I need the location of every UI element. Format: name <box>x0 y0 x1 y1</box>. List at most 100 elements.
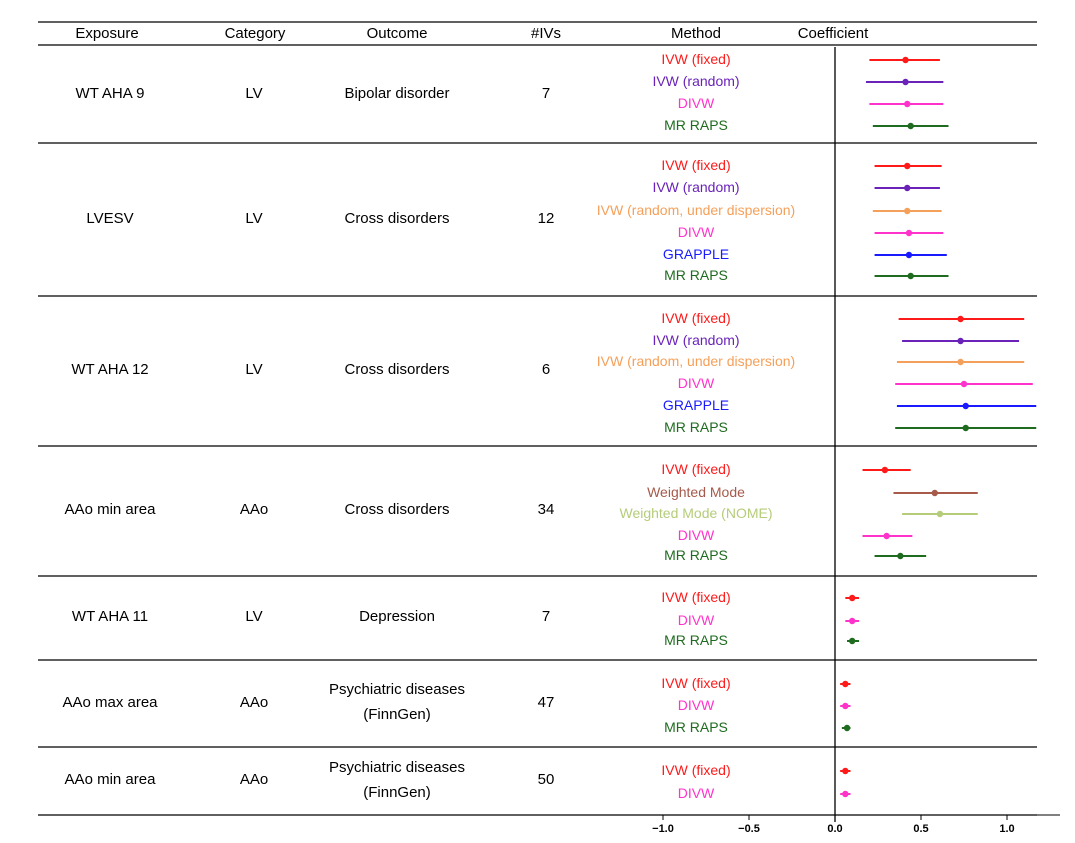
cell-outcome: Depression <box>359 608 435 625</box>
cell-ivs: 7 <box>541 608 551 625</box>
point-estimate <box>905 251 913 259</box>
point-estimate <box>883 532 890 540</box>
point-estimate <box>904 100 911 108</box>
cell-outcome: (FinnGen) <box>363 783 431 801</box>
cell-category: AAo <box>239 771 269 788</box>
cell-exposure: WT AHA 9 <box>75 84 145 102</box>
method-label: IVW (random) <box>652 179 740 195</box>
point-estimate <box>905 229 913 237</box>
method-label: IVW (random, under dispersion) <box>596 353 796 369</box>
method-label: DIVW <box>677 527 715 543</box>
cell-exposure: LVESV <box>86 209 134 227</box>
cell-outcome: (FinnGen) <box>363 706 431 723</box>
method-label: IVW (fixed) <box>661 762 731 778</box>
method-label: IVW (fixed) <box>661 589 731 605</box>
method-label: IVW (fixed) <box>661 157 731 173</box>
method-label: MR RAPS <box>664 719 728 735</box>
cell-ivs: 47 <box>537 693 555 711</box>
point-estimate <box>902 56 909 64</box>
point-estimate <box>849 617 856 625</box>
point-estimate <box>936 510 944 518</box>
point-estimate <box>957 315 964 323</box>
header-category: Category <box>224 25 286 42</box>
x-axis-tick-label: −1.0 <box>652 823 674 835</box>
header-method: Method <box>670 25 722 42</box>
point-estimate <box>962 424 969 432</box>
point-estimate <box>849 594 856 602</box>
header-ivs: #IVs <box>530 25 562 42</box>
point-estimate <box>842 680 849 688</box>
method-label: MR RAPS <box>664 547 728 563</box>
method-label: IVW (random) <box>652 73 740 89</box>
point-estimate <box>843 724 851 732</box>
x-axis-tick-label: 1.0 <box>999 823 1014 835</box>
point-estimate <box>957 337 964 345</box>
cell-category: AAo <box>239 501 269 518</box>
cell-outcome: Psychiatric diseases <box>329 758 465 776</box>
point-estimate <box>904 162 911 170</box>
cell-exposure: WT AHA 11 <box>71 608 149 625</box>
point-estimate <box>902 78 909 86</box>
point-estimate <box>962 402 969 410</box>
point-estimate <box>842 702 849 710</box>
cell-ivs: 6 <box>541 361 551 378</box>
method-label: MR RAPS <box>664 117 728 133</box>
point-estimate <box>907 272 914 280</box>
point-estimate <box>842 790 849 798</box>
point-estimate <box>897 552 904 560</box>
point-estimate <box>957 358 964 366</box>
method-label: Weighted Mode <box>647 484 745 500</box>
cell-outcome: Cross disorders <box>344 501 450 518</box>
point-estimate <box>904 207 911 215</box>
method-label: Weighted Mode (NOME) <box>619 505 773 521</box>
cell-outcome: Cross disorders <box>344 209 450 227</box>
point-estimate <box>842 767 849 775</box>
cell-exposure: AAo min area <box>64 771 156 788</box>
method-label: MR RAPS <box>664 267 728 283</box>
cell-ivs: 7 <box>541 84 551 102</box>
cell-ivs: 50 <box>537 771 555 788</box>
cell-ivs: 12 <box>537 209 555 227</box>
cell-ivs: 34 <box>537 501 555 518</box>
method-label: IVW (fixed) <box>661 675 731 691</box>
x-axis-tick-label: 0.5 <box>913 823 928 835</box>
method-label: DIVW <box>677 95 715 111</box>
header-outcome: Outcome <box>366 25 428 42</box>
method-label: DIVW <box>677 375 715 391</box>
method-label: GRAPPLE <box>662 397 730 413</box>
cell-exposure: AAo min area <box>64 501 156 518</box>
cell-category: AAo <box>239 693 269 711</box>
cell-category: LV <box>245 608 263 625</box>
method-label: DIVW <box>677 785 715 801</box>
header-exposure: Exposure <box>75 25 139 42</box>
method-label: MR RAPS <box>664 419 728 435</box>
x-axis-tick-label: −0.5 <box>738 823 760 835</box>
method-label: GRAPPLE <box>662 246 730 262</box>
header-coefficient: Coefficient <box>797 25 869 42</box>
method-label: DIVW <box>677 612 715 628</box>
cell-outcome: Cross disorders <box>344 361 450 378</box>
point-estimate <box>904 184 911 192</box>
cell-exposure: WT AHA 12 <box>71 361 149 378</box>
x-axis-tick-label: 0.0 <box>827 823 842 835</box>
method-label: DIVW <box>677 697 715 713</box>
cell-category: LV <box>245 209 263 227</box>
cell-outcome: Psychiatric diseases <box>329 681 465 698</box>
point-estimate <box>907 122 914 130</box>
cell-exposure: AAo max area <box>62 693 158 711</box>
method-label: MR RAPS <box>664 632 728 648</box>
point-estimate <box>931 489 938 497</box>
method-label: IVW (fixed) <box>661 310 731 326</box>
method-label: IVW (random) <box>652 332 740 348</box>
method-label: DIVW <box>677 224 715 240</box>
method-label: IVW (fixed) <box>661 51 731 67</box>
point-estimate <box>960 380 968 388</box>
method-label: IVW (fixed) <box>661 461 731 477</box>
method-label: IVW (random, under dispersion) <box>596 202 796 218</box>
point-estimate <box>849 637 856 645</box>
cell-outcome: Bipolar disorder <box>344 84 450 102</box>
point-estimate <box>881 466 889 474</box>
cell-category: LV <box>245 84 263 102</box>
